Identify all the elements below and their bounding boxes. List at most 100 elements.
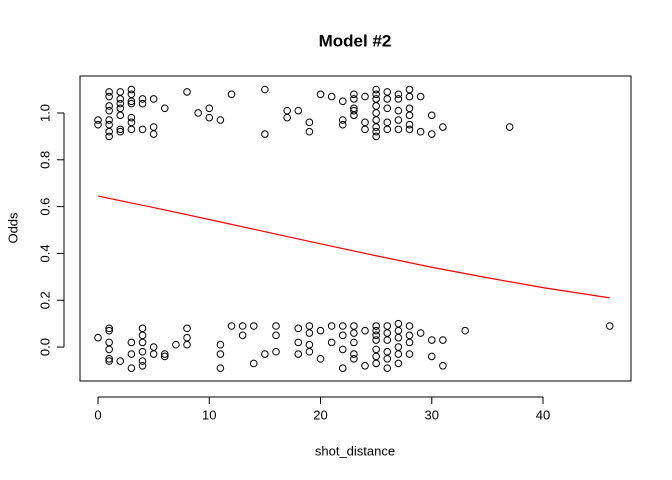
- point: [160, 104, 169, 113]
- point: [127, 350, 136, 358]
- point: [272, 322, 280, 330]
- point: [394, 116, 403, 124]
- plot-box: [79, 75, 632, 382]
- point: [350, 90, 358, 99]
- point: [316, 354, 325, 363]
- point: [105, 92, 113, 101]
- point: [272, 347, 280, 356]
- point: [372, 322, 380, 330]
- point: [361, 92, 369, 101]
- y-tick-label: 1.0: [37, 104, 52, 122]
- point: [283, 113, 291, 122]
- point: [127, 97, 136, 106]
- point: [327, 322, 336, 330]
- point: [149, 130, 158, 138]
- point: [350, 350, 358, 358]
- x-tick-label: 20: [313, 407, 327, 422]
- point: [383, 336, 392, 344]
- point: [372, 326, 380, 335]
- point: [361, 361, 369, 370]
- point: [294, 338, 303, 347]
- point: [249, 359, 258, 368]
- point: [338, 120, 347, 129]
- point: [350, 329, 358, 337]
- point: [138, 338, 147, 347]
- point: [105, 102, 113, 110]
- point: [138, 99, 147, 108]
- point: [427, 336, 436, 344]
- point: [305, 118, 314, 127]
- point: [361, 326, 369, 335]
- point: [350, 95, 358, 103]
- point: [394, 125, 403, 134]
- point: [416, 92, 425, 101]
- point: [372, 85, 380, 94]
- point: [94, 333, 102, 342]
- point: [261, 130, 269, 138]
- point: [305, 347, 314, 356]
- point: [394, 350, 403, 358]
- point: [105, 357, 113, 365]
- point: [405, 350, 414, 358]
- x-tick-label: 30: [425, 407, 439, 422]
- point: [105, 345, 113, 354]
- point: [405, 322, 414, 330]
- point: [372, 359, 380, 368]
- point: [238, 331, 247, 340]
- point: [338, 322, 347, 330]
- point: [427, 352, 436, 361]
- y-axis-title: Odds: [5, 212, 20, 244]
- y-tick-label: 0.0: [37, 338, 52, 356]
- point: [427, 130, 436, 138]
- point: [327, 338, 336, 347]
- point: [194, 109, 202, 117]
- point: [405, 338, 414, 347]
- point: [294, 106, 303, 115]
- point: [372, 132, 380, 141]
- point: [227, 90, 236, 99]
- point: [372, 123, 380, 131]
- point: [116, 127, 125, 136]
- point: [138, 361, 147, 370]
- point: [405, 92, 414, 101]
- point: [338, 331, 347, 340]
- point: [427, 111, 436, 120]
- point: [105, 88, 113, 96]
- point: [238, 322, 247, 330]
- point: [350, 111, 358, 120]
- point: [261, 350, 269, 358]
- point: [294, 324, 303, 333]
- point: [505, 123, 514, 131]
- point: [105, 132, 113, 141]
- point: [216, 116, 225, 124]
- point: [350, 354, 358, 363]
- point: [383, 364, 392, 372]
- point: [205, 104, 214, 113]
- point: [94, 116, 102, 124]
- y-tick-label: 0.4: [37, 244, 52, 262]
- point: [149, 343, 158, 351]
- point: [138, 95, 147, 103]
- point: [416, 127, 425, 136]
- point: [338, 116, 347, 124]
- point: [394, 95, 403, 103]
- point: [216, 350, 225, 358]
- point: [116, 125, 125, 134]
- point: [149, 95, 158, 103]
- point: [105, 106, 113, 115]
- point: [405, 120, 414, 129]
- y-tick-label: 0.8: [37, 151, 52, 169]
- point: [116, 99, 125, 108]
- point: [383, 125, 392, 134]
- point: [372, 331, 380, 340]
- point: [183, 340, 191, 349]
- point: [105, 127, 113, 136]
- point: [305, 329, 314, 337]
- point: [105, 324, 113, 333]
- point: [216, 364, 225, 372]
- point: [127, 85, 136, 94]
- point: [372, 90, 380, 99]
- point: [394, 359, 403, 368]
- point: [383, 95, 392, 103]
